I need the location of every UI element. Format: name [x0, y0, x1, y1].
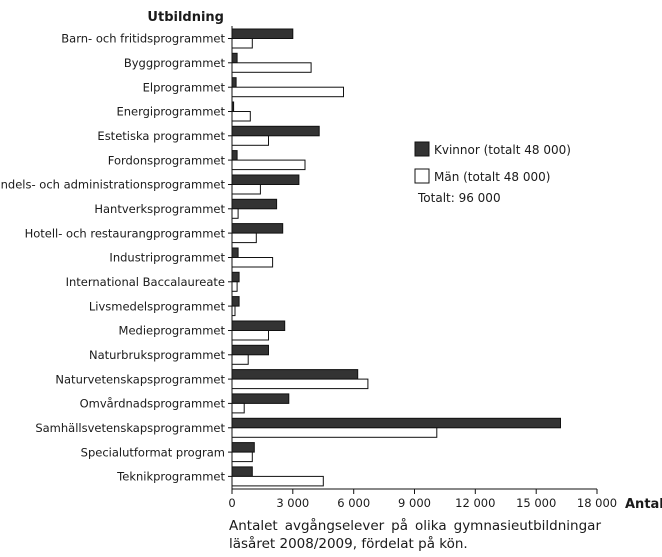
- bar-kvinnor-hantverksprogrammet: [231, 198, 278, 210]
- bar-man-industriprogrammet: [231, 257, 274, 268]
- x-tick-label: 6 000: [337, 496, 370, 510]
- bar-kvinnor-specialutformat-program: [231, 442, 255, 453]
- x-tick-label: 15 000: [516, 496, 556, 510]
- x-tick-label: 12 000: [455, 496, 495, 510]
- bar-chart: Barn- och fritidsprogrammet Byggprogramme…: [0, 10, 662, 512]
- category-label-medieprogrammet: Medieprogrammet: [119, 324, 226, 338]
- category-label-teknikprogrammet: Teknikprogrammet: [116, 470, 225, 484]
- bar-man-barn-och-fritidsprogrammet: [231, 38, 253, 49]
- bar-kvinnor-industriprogrammet: [231, 247, 239, 258]
- x-axis-title: Antal: [625, 497, 662, 512]
- category-label-handels-och-administrationsprogrammet: Handels- och administrationsprogrammet: [0, 178, 225, 192]
- bar-kvinnor-fordonsprogrammet: [231, 150, 238, 161]
- x-tick-label: 3 000: [276, 496, 309, 510]
- bar-man-specialutformat-program: [231, 451, 253, 463]
- category-label-international-baccalaureate: International Baccalaureate: [66, 275, 225, 289]
- category-label-livsmedelsprogrammet: Livsmedelsprogrammet: [89, 299, 226, 313]
- category-label-barn-och-fritidsprogrammet: Barn- och fritidsprogrammet: [61, 32, 225, 46]
- bar-man-hotell-och-restaurangprogrammet: [231, 232, 257, 244]
- bar-kvinnor-handels-och-administrationsprogrammet: [231, 174, 300, 185]
- bar-kvinnor-naturbruksprogrammet: [231, 344, 269, 356]
- bar-man-handels-och-administrationsprogrammet: [231, 184, 261, 195]
- bar-kvinnor-estetiska-programmet: [231, 125, 320, 137]
- bar-kvinnor-medieprogrammet: [231, 320, 286, 331]
- bar-man-elprogrammet: [231, 86, 344, 98]
- bar-man-teknikprogrammet: [231, 475, 324, 487]
- category-labels: Barn- och fritidsprogrammet Byggprogramme…: [0, 32, 225, 484]
- bar-kvinnor-omvardnadsprogrammet: [231, 393, 290, 404]
- bar-man-estetiska-programmet: [231, 135, 269, 146]
- category-label-samhallsvetenskapsprogrammet: Samhällsvetenskapsprogrammet: [35, 421, 225, 435]
- category-label-specialutformat-program: Specialutformat program: [81, 445, 225, 459]
- bar-kvinnor-livsmedelsprogrammet: [231, 296, 240, 307]
- bar-kvinnor-byggprogrammet: [231, 52, 238, 64]
- x-axis: 0 3 000 6 000 9 000 12 000 15 000 18 000: [228, 26, 617, 510]
- bars-layer: [231, 28, 561, 487]
- legend: Kvinnor (totalt 48 000) Män (totalt 48 0…: [414, 141, 571, 205]
- figure-caption: Antalet avgångselever på olika gymnasieu…: [229, 518, 601, 552]
- bar-man-international-baccalaureate: [231, 281, 238, 292]
- category-label-estetiska-programmet: Estetiska programmet: [97, 129, 225, 143]
- bar-kvinnor-naturvetenskapsprogrammet: [231, 369, 359, 380]
- bar-man-energiprogrammet: [231, 111, 251, 122]
- bar-kvinnor-teknikprogrammet: [231, 466, 253, 477]
- bar-man-naturbruksprogrammet: [231, 354, 249, 365]
- category-label-naturvetenskapsprogrammet: Naturvetenskapsprogrammet: [55, 372, 225, 386]
- category-label-hantverksprogrammet: Hantverksprogrammet: [94, 202, 225, 216]
- category-label-elprogrammet: Elprogrammet: [143, 80, 226, 94]
- category-label-byggprogrammet: Byggprogrammet: [124, 56, 226, 70]
- bar-kvinnor-hotell-och-restaurangprogrammet: [231, 223, 284, 234]
- bar-man-byggprogrammet: [231, 62, 312, 73]
- category-label-energiprogrammet: Energiprogrammet: [116, 105, 225, 119]
- category-label-naturbruksprogrammet: Naturbruksprogrammet: [89, 348, 226, 362]
- bar-kvinnor-barn-och-fritidsprogrammet: [231, 28, 294, 39]
- legend-swatch-man: [414, 168, 430, 184]
- legend-total: Totalt: 96 000: [417, 191, 501, 205]
- bar-man-omvardnadsprogrammet: [231, 402, 245, 414]
- category-label-hotell-och-restaurangprogrammet: Hotell- och restaurangprogrammet: [25, 226, 226, 240]
- category-label-fordonsprogrammet: Fordonsprogrammet: [108, 153, 226, 167]
- bar-man-fordonsprogrammet: [231, 159, 306, 171]
- bar-man-hantverksprogrammet: [231, 208, 239, 219]
- bar-kvinnor-international-baccalaureate: [231, 271, 240, 283]
- legend-label-man: Män (totalt 48 000): [434, 170, 550, 184]
- bar-man-medieprogrammet: [231, 330, 269, 341]
- bar-man-naturvetenskapsprogrammet: [231, 378, 369, 390]
- x-tick-label: 9 000: [398, 496, 431, 510]
- bar-kvinnor-elprogrammet: [231, 77, 237, 88]
- x-tick-label: 0: [228, 496, 235, 510]
- legend-label-kvinnor: Kvinnor (totalt 48 000): [434, 143, 571, 157]
- category-label-industriprogrammet: Industriprogrammet: [109, 251, 225, 265]
- bar-man-samhallsvetenskapsprogrammet: [231, 427, 438, 438]
- y-axis-title: Utbildning: [147, 10, 224, 25]
- x-tick-label: 18 000: [577, 496, 617, 510]
- category-label-omvardnadsprogrammet: Omvårdnadsprogrammet: [80, 397, 226, 411]
- legend-swatch-kvinnor: [414, 141, 430, 157]
- bar-kvinnor-samhallsvetenskapsprogrammet: [231, 417, 561, 429]
